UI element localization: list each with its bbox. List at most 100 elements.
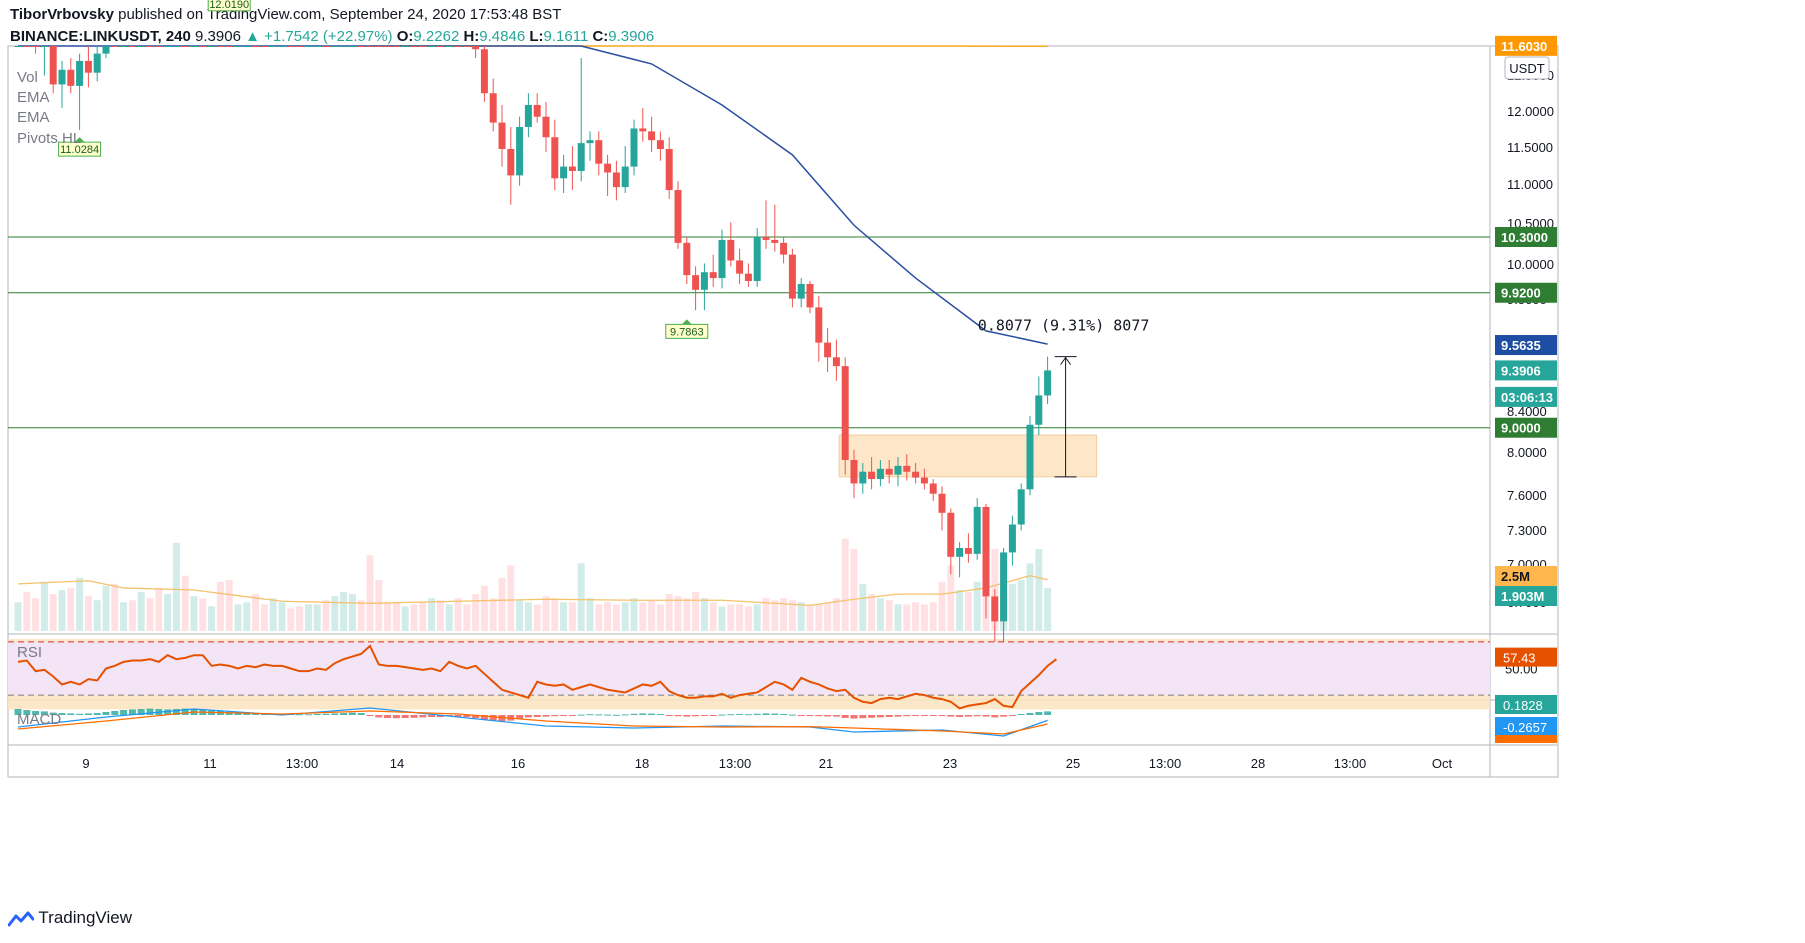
- candle-body: [806, 283, 814, 308]
- volume-bar: [568, 602, 576, 631]
- volume-bar: [920, 604, 928, 631]
- high-value: 9.4846: [479, 28, 526, 45]
- price-axis[interactable]: 12.500012.000011.500011.000010.500010.00…: [1495, 35, 1557, 610]
- volume-bar: [797, 602, 805, 631]
- candle-body: [612, 172, 620, 188]
- macd-hist-bar: [797, 715, 805, 716]
- volume-bar: [648, 600, 656, 631]
- candle-body: [489, 93, 497, 123]
- volume-bar: [885, 600, 893, 631]
- macd-hist-bar: [32, 711, 40, 715]
- candle-body: [199, 46, 207, 47]
- volume-bar: [146, 598, 154, 631]
- candle-body: [410, 46, 418, 47]
- candle-body: [234, 46, 242, 47]
- macd-label[interactable]: MACD: [17, 711, 61, 728]
- volume-bar: [868, 594, 876, 631]
- legend-ema-2[interactable]: EMA: [17, 109, 50, 126]
- macd-hist-bar: [841, 715, 849, 718]
- macd-hist-bar: [111, 711, 119, 715]
- volume-bar: [577, 563, 585, 631]
- macd-hist-bar: [1000, 715, 1008, 717]
- macd-hist-bar: [762, 713, 770, 715]
- candle-body: [419, 46, 427, 47]
- macd-hist-bar: [788, 714, 796, 716]
- macd-hist-bar: [533, 715, 541, 717]
- volume-bar: [832, 598, 840, 631]
- volume-bar: [172, 542, 180, 631]
- volume-bar: [128, 600, 136, 631]
- macd-hist-bar: [410, 715, 418, 718]
- candle-body: [841, 366, 849, 460]
- macd-hist-bar: [428, 715, 436, 717]
- price-label: 03:06:13: [1501, 390, 1553, 405]
- candle-body: [208, 46, 216, 47]
- time-tick: 25: [1066, 756, 1080, 771]
- candle-body: [964, 548, 972, 554]
- candle-body: [533, 104, 541, 117]
- price-range-measure[interactable]: 0.8077 (9.31%) 8077: [978, 317, 1150, 478]
- pivot-label: 11.0284: [60, 144, 99, 156]
- volume-bar: [225, 579, 233, 631]
- volume-bar: [14, 602, 22, 631]
- candle-body: [155, 46, 163, 47]
- volume-bar: [410, 604, 418, 631]
- price-tick: 8.0000: [1507, 445, 1547, 460]
- volume-bar: [542, 596, 550, 631]
- macd-hist-bar: [542, 715, 550, 717]
- candle-body: [894, 465, 902, 475]
- author-name[interactable]: TiborVrbovsky: [10, 6, 114, 23]
- candle-body: [278, 46, 286, 47]
- candle-body: [366, 46, 374, 47]
- candle-body: [727, 239, 735, 261]
- candle-body: [190, 46, 198, 47]
- candle-body: [709, 272, 717, 279]
- candles: [14, 46, 1052, 681]
- close-label: C:: [592, 28, 609, 45]
- pivot-label-box: [665, 323, 709, 339]
- macd-hist-bar: [516, 715, 524, 719]
- candle-body: [568, 166, 576, 171]
- volume-bar: [744, 606, 752, 631]
- volume-bar: [260, 604, 268, 631]
- legend-vol[interactable]: Vol: [17, 69, 38, 86]
- volume-bar: [973, 581, 981, 631]
- rsi-label[interactable]: RSI: [17, 644, 42, 661]
- candle-body: [93, 53, 101, 73]
- volume-bar: [401, 606, 409, 631]
- volume-bar: [348, 594, 356, 631]
- currency-badge-box[interactable]: [1504, 56, 1550, 80]
- volume-bar: [111, 583, 119, 631]
- candle-body: [331, 46, 339, 47]
- candle-body: [1008, 524, 1016, 553]
- time-tick: 13:00: [1334, 756, 1367, 771]
- symbol-name[interactable]: BINANCE:LINKUSDT, 240: [10, 28, 191, 45]
- volume-bar: [32, 598, 40, 631]
- candle-body: [656, 140, 664, 149]
- time-axis[interactable]: 9 11 13:00 14 16 18 13:00 21 23 25 13:00 28 13:00 Oct: [82, 756, 1452, 771]
- volume-bar: [551, 598, 559, 631]
- horizontal-levels[interactable]: [8, 236, 1490, 429]
- macd-hist-bar: [621, 714, 629, 716]
- volume-bar: [137, 592, 145, 631]
- legend-ema-1[interactable]: EMA: [17, 89, 50, 106]
- candle-body: [542, 116, 550, 138]
- candle-body: [551, 137, 559, 179]
- macd-hist-bar: [419, 715, 427, 718]
- rsi-band: [8, 641, 1490, 696]
- volume-bar: [692, 592, 700, 631]
- candle-body: [850, 459, 858, 484]
- volume-bar: [190, 596, 198, 631]
- legend-pivots[interactable]: Pivots HL: [17, 130, 81, 147]
- macd-hist-bar: [815, 715, 823, 717]
- candle-body: [1035, 395, 1043, 425]
- tradingview-logo[interactable]: TradingView: [7, 908, 132, 928]
- candle-body: [788, 254, 796, 299]
- candle-body: [296, 46, 304, 47]
- volume-bar: [472, 594, 480, 631]
- candle-body: [639, 128, 647, 132]
- volume-bar: [612, 604, 620, 631]
- macd-hist-bar: [84, 713, 92, 715]
- candle-body: [700, 272, 708, 290]
